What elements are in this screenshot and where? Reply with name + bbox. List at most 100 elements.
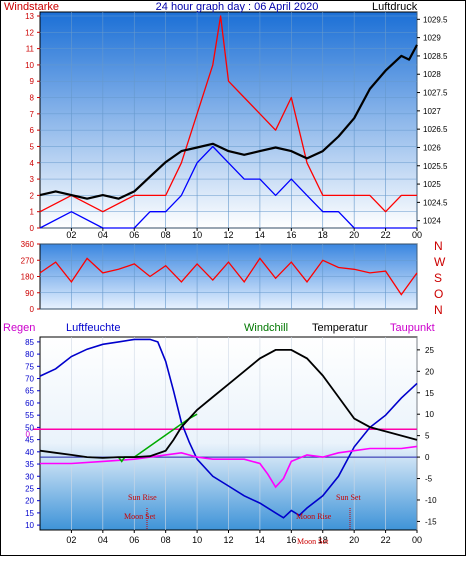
wind-pressure-ticks: 02 04 06 08 10 12 14 16 18 20 22 000123456789101112… <box>25 12 448 240</box>
direction-letter-3: S <box>434 271 442 285</box>
temperature-series-line <box>39 349 418 459</box>
y-tick-label: 180 <box>21 273 35 282</box>
y-left-tick-label: 50 <box>25 423 34 432</box>
y-right-tick-label: 1024 <box>423 217 441 226</box>
x-tick-label: 08 <box>161 230 171 240</box>
wind-axis-label: Windstarke <box>4 1 59 13</box>
y-right-tick-label: -15 <box>425 517 437 526</box>
moon-set-label-2: Moon Set <box>297 537 329 546</box>
y-left-tick-label: 6 <box>30 126 35 135</box>
y-left-tick-label: 9 <box>30 77 35 86</box>
y-left-tick-label: 10 <box>25 521 34 530</box>
y-left-tick-label: 13 <box>25 12 34 21</box>
y-right-tick-label: 1029.5 <box>423 15 448 24</box>
wind-direction-series-line <box>39 257 418 296</box>
y-left-tick-label: 35 <box>25 460 34 469</box>
wind-direction-series <box>39 257 418 296</box>
y-right-tick-label: 1025 <box>423 180 441 189</box>
y-left-tick-label: 80 <box>25 350 34 359</box>
temperature-label: Temperatur <box>312 322 368 334</box>
y-right-tick-label: 25 <box>425 346 434 355</box>
y-left-tick-label: 75 <box>25 362 34 371</box>
x-tick-label: 00 <box>412 535 422 545</box>
temperature-humidity-ticks: 02 04 06 08 10 12 14 16 18 20 22 001015202530354045… <box>25 338 437 545</box>
y-left-tick-label: 8 <box>30 94 35 103</box>
y-right-tick-label: 1026 <box>423 143 441 152</box>
y-left-tick-label: 1 <box>30 208 35 217</box>
y-right-tick-label: 1027 <box>423 107 441 116</box>
y-left-tick-label: 55 <box>25 411 34 420</box>
x-tick-label: 06 <box>129 535 139 545</box>
x-tick-label: 00 <box>412 230 422 240</box>
y-left-tick-label: 40 <box>25 448 34 457</box>
x-tick-label: 04 <box>98 230 108 240</box>
y-right-tick-label: 1027.5 <box>423 89 448 98</box>
y-left-tick-label: 45 <box>25 436 34 445</box>
sun-rise-label: Sun Rise <box>128 493 157 502</box>
y-left-tick-label: 60 <box>25 399 34 408</box>
x-tick-label: 02 <box>66 535 76 545</box>
direction-letter-1: N <box>434 239 443 253</box>
wind-pressure-series <box>39 15 418 229</box>
x-tick-label: 02 <box>66 230 76 240</box>
y-right-tick-label: -10 <box>425 496 437 505</box>
y-left-tick-label: 20 <box>25 497 34 506</box>
x-tick-label: 12 <box>223 535 233 545</box>
y-left-tick-label: 15 <box>25 509 34 518</box>
x-tick-label: 20 <box>349 535 359 545</box>
y-right-tick-label: 15 <box>425 389 434 398</box>
y-left-tick-label: 7 <box>30 110 35 119</box>
x-tick-label: 12 <box>223 230 233 240</box>
x-tick-label: 22 <box>381 230 391 240</box>
y-tick-label: 0 <box>30 305 35 314</box>
y-right-tick-label: 1025.5 <box>423 162 448 171</box>
y-left-tick-label: 30 <box>25 472 34 481</box>
rain-axis-zero: 0 <box>26 430 31 439</box>
direction-letter-5: N <box>434 303 443 317</box>
x-tick-label: 10 <box>192 230 202 240</box>
y-right-tick-label: 1026.5 <box>423 125 448 134</box>
humidity-label: Luftfeuchte <box>66 322 120 334</box>
x-tick-label: 06 <box>129 230 139 240</box>
direction-letter-4: O <box>434 287 443 301</box>
temperature-humidity-series <box>39 338 418 519</box>
y-right-tick-label: 0 <box>425 453 430 462</box>
x-tick-label: 14 <box>255 535 265 545</box>
dewpoint-label: Taupunkt <box>390 322 435 334</box>
y-right-tick-label: 5 <box>425 432 430 441</box>
y-right-tick-label: 1028.5 <box>423 52 448 61</box>
wind-direction-ticks: 0 90 180 270 360 <box>21 240 40 314</box>
rain-label: Regen <box>3 322 35 334</box>
wind-speed-series-line <box>39 145 417 229</box>
y-right-tick-label: 1024.5 <box>423 198 448 207</box>
y-left-tick-label: 65 <box>25 387 34 396</box>
x-tick-label: 14 <box>255 230 265 240</box>
y-right-tick-label: 10 <box>425 410 434 419</box>
y-tick-label: 270 <box>21 256 35 265</box>
y-tick-label: 360 <box>21 240 35 249</box>
moon-rise-label: Moon Rise <box>296 512 332 521</box>
x-tick-label: 22 <box>381 535 391 545</box>
y-left-tick-label: 2 <box>30 191 35 200</box>
y-left-tick-label: 70 <box>25 375 34 384</box>
y-left-tick-label: 10 <box>25 61 34 70</box>
y-left-tick-label: 3 <box>30 175 35 184</box>
x-tick-label: 20 <box>349 230 359 240</box>
y-left-tick-label: 5 <box>30 142 35 151</box>
y-tick-label: 90 <box>25 289 34 298</box>
chart-title: 24 hour graph day : 06 April 2020 <box>156 1 319 13</box>
y-right-tick-label: 1028 <box>423 70 441 79</box>
x-tick-label: 10 <box>192 535 202 545</box>
y-left-tick-label: 11 <box>26 45 35 54</box>
y-left-tick-label: 0 <box>30 224 35 233</box>
wind-pressure-grid <box>40 12 418 229</box>
y-right-tick-label: 20 <box>425 367 434 376</box>
windchill-label: Windchill <box>244 322 288 334</box>
pressure-axis-label: Luftdruck <box>372 1 418 13</box>
y-left-tick-label: 85 <box>25 338 34 347</box>
x-tick-label: 16 <box>286 535 296 545</box>
wind-direction-grid <box>40 243 418 310</box>
moon-set-label-1: Moon Set <box>124 512 156 521</box>
